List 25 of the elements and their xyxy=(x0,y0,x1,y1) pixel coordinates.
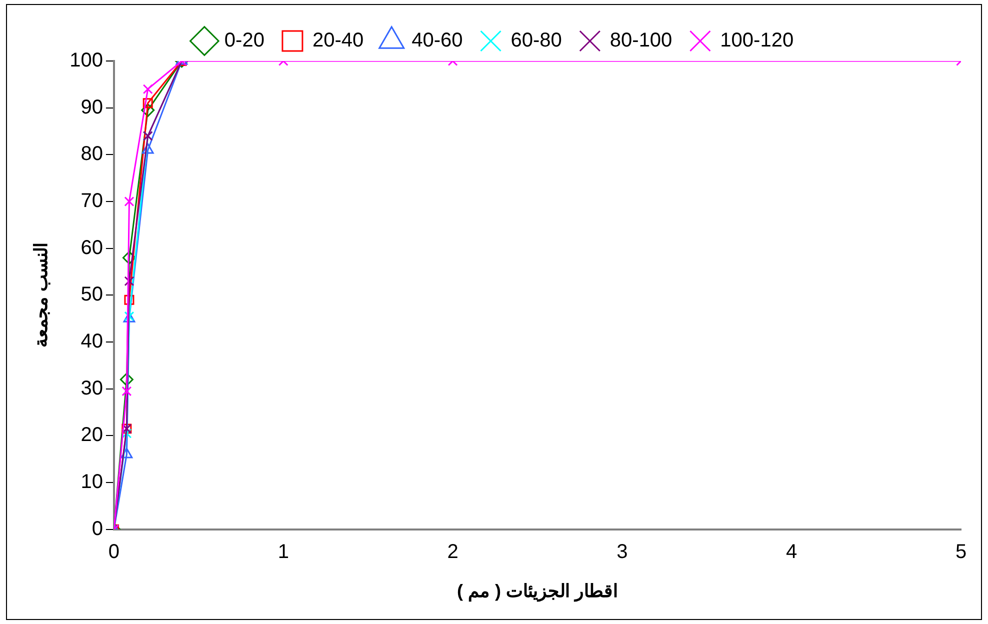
y-tick-label: 90 xyxy=(80,96,103,118)
y-tick-label: 0 xyxy=(92,518,103,540)
legend-label: 80-100 xyxy=(610,30,672,52)
y-tick-label: 40 xyxy=(80,330,103,353)
y-tick-label: 100 xyxy=(70,50,103,72)
x-tick-label: 5 xyxy=(955,540,967,563)
y-tick-label: 60 xyxy=(80,236,103,259)
y-tick-label: 30 xyxy=(80,377,103,400)
x-axis-title: اقطار الجزيئات ( مم ) xyxy=(456,581,618,602)
legend-label: 0-20 xyxy=(224,30,264,52)
y-tick-label: 50 xyxy=(80,284,103,306)
y-tick-label: 20 xyxy=(80,424,103,446)
legend-label: 100-120 xyxy=(720,30,794,52)
legend-label: 40-60 xyxy=(412,30,463,52)
x-tick-label: 1 xyxy=(278,540,289,563)
y-axis-title: النسب مجمعة xyxy=(30,242,51,348)
x-tick-label: 0 xyxy=(108,540,120,563)
x-tick-label: 3 xyxy=(616,540,628,563)
y-tick-label: 10 xyxy=(80,471,103,494)
y-tick-label: 80 xyxy=(80,143,103,166)
legend-label: 60-80 xyxy=(510,30,562,52)
x-tick-label: 4 xyxy=(786,540,798,563)
y-tick-label: 70 xyxy=(80,190,103,212)
x-tick-label: 2 xyxy=(447,540,458,563)
legend-label: 20-40 xyxy=(312,30,364,52)
